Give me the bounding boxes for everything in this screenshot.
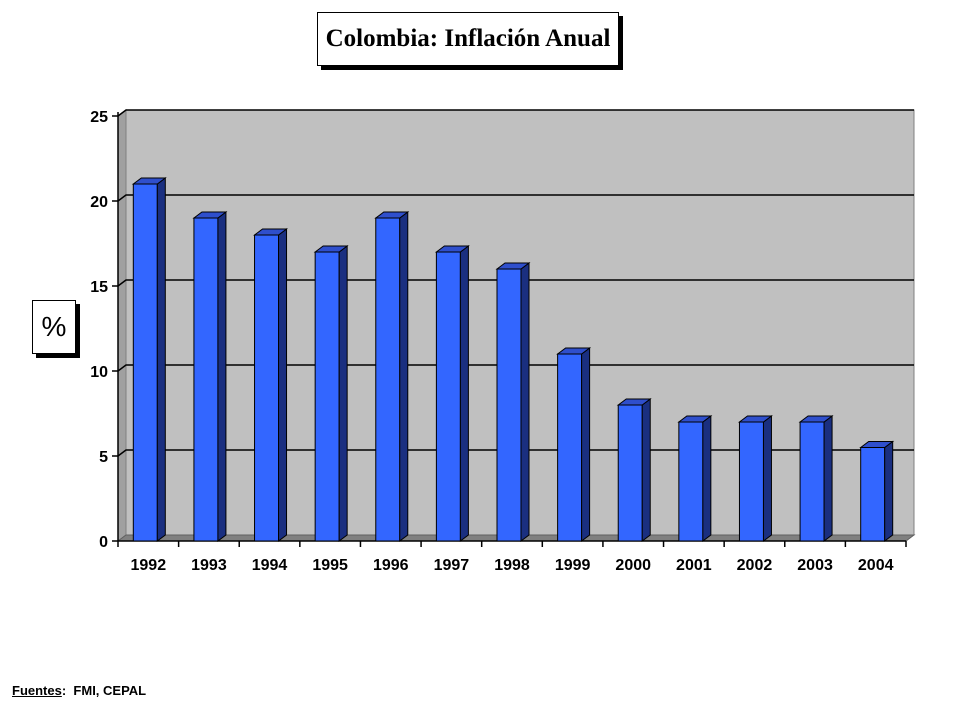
bar-top [556,347,592,355]
bar-side [823,415,833,542]
bar-top [677,415,713,423]
bar-side [581,347,591,542]
y-tick-label: 5 [99,449,108,466]
bar-2002 [737,415,773,542]
bar-front [496,268,522,542]
bar-1999 [556,347,592,542]
source-separator: : [61,683,67,698]
x-tick-label: 1995 [312,557,348,574]
x-tick-label: 2004 [858,557,894,574]
source-note: Fuentes: FMI, CEPAL [12,683,146,698]
plot-side-wall [117,109,127,542]
chart-title-text: Colombia: Inflación Anual [325,25,611,52]
bar-side [459,245,469,542]
bar-top [192,211,228,219]
bar-top [313,245,349,253]
bar-1998 [495,262,531,542]
bar-side [520,262,530,542]
bar-front [314,251,340,542]
bar-top [131,177,167,185]
bar-1993 [192,211,228,542]
gridline [117,109,914,117]
bar-side [217,211,227,542]
bar-top [374,211,410,219]
x-tick-label: 1998 [494,557,530,574]
bar-front [254,234,280,542]
bar-front [738,421,764,542]
bar-1996 [374,211,410,542]
y-tick-label: 10 [90,364,108,381]
bar-1992 [131,177,167,542]
x-tick-label: 1997 [434,557,470,574]
x-tick-label: 2000 [615,557,651,574]
bar-front [435,251,461,542]
bar-front [557,353,583,542]
bar-2000 [616,398,652,542]
gridline [117,364,914,372]
bar-front [375,217,401,542]
gridline [117,194,914,202]
bar-side [702,415,712,542]
bar-top [434,245,470,253]
bar-side [641,398,651,542]
bar-front [860,447,886,542]
bar-top [253,228,289,236]
y-tick-label: 25 [90,109,108,126]
chart-title: Colombia: Inflación Anual [317,12,619,66]
x-tick-label: 2002 [737,557,773,574]
x-tick-label: 1996 [373,557,409,574]
y-tick-label: 0 [99,534,108,551]
bar-front [678,421,704,542]
y-axis-label: % [32,300,76,354]
bar-top [616,398,652,406]
x-tick-label: 2001 [676,557,712,574]
y-axis-label-text: % [41,311,67,342]
bar-top [859,441,895,448]
y-tick-label: 20 [90,194,108,211]
bar-1995 [313,245,349,542]
gridline [117,449,914,457]
bar-front [617,404,643,542]
source-label: Fuentes [12,683,62,698]
bar-top [495,262,531,270]
bar-side [338,245,348,542]
bar-2004 [859,440,895,542]
bar-2001 [677,415,713,542]
x-tick-label: 1999 [555,557,591,574]
y-tick-label: 15 [90,279,108,296]
gridline [117,279,914,287]
bar-front [799,421,825,542]
bar-top [798,415,834,423]
bar-side [399,211,409,542]
x-tick-label: 1993 [191,557,227,574]
bar-1997 [434,245,470,542]
bar-side [884,440,894,542]
bar-side [762,415,772,542]
bar-side [156,177,166,542]
bar-front [132,183,158,542]
bar-1994 [253,228,289,542]
bar-front [193,217,219,542]
x-tick-label: 1994 [252,557,288,574]
x-tick-label: 2003 [797,557,833,574]
bar-2003 [798,415,834,542]
source-text: FMI, CEPAL [73,683,147,698]
x-tick-label: 1992 [131,557,167,574]
bar-top [737,415,773,423]
bar-side [278,228,288,542]
